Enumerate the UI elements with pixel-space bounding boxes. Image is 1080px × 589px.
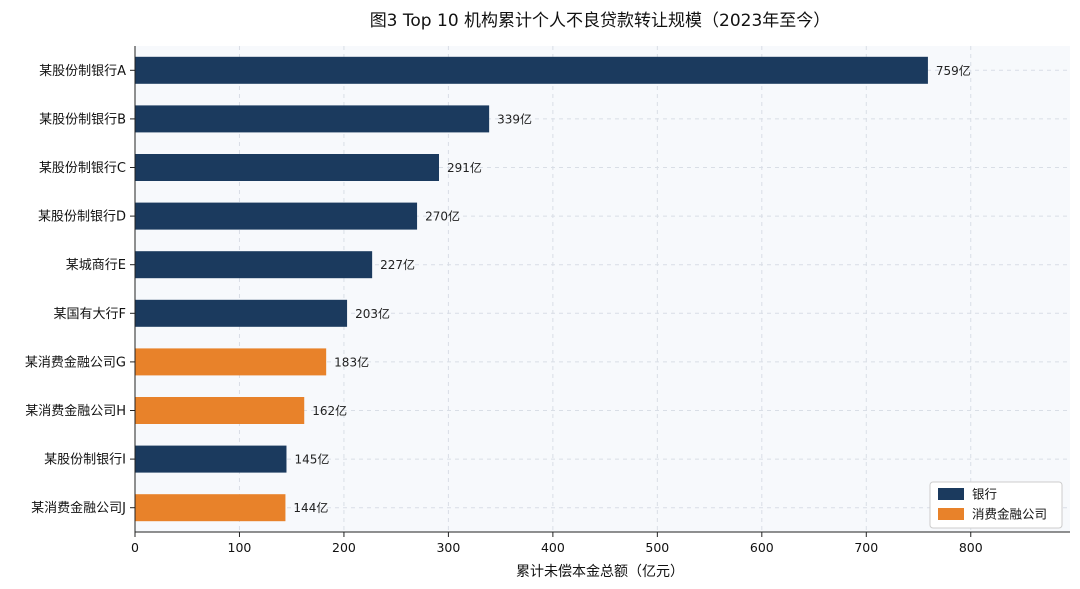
category-label: 某国有大行F — [54, 307, 126, 322]
bar-value-label: 227亿 — [380, 257, 415, 272]
bars — [135, 56, 928, 522]
bar-value-label: 183亿 — [334, 354, 369, 369]
x-tick-label: 800 — [959, 540, 983, 555]
category-label: 某城商行E — [66, 258, 126, 273]
x-tick-label: 400 — [541, 540, 565, 555]
bar — [135, 299, 348, 327]
category-label: 某消费金融公司G — [25, 354, 126, 370]
bar — [135, 202, 418, 230]
category-label: 某消费金融公司H — [25, 403, 126, 419]
chart-title: 图3 Top 10 机构累计个人不良贷款转让规模（2023年至今） — [370, 11, 831, 31]
x-tick-labels: 0 100 200 300 400 500 600 700 800 — [131, 532, 983, 555]
x-tick-label: 500 — [645, 540, 669, 555]
bar-value-labels: 759亿 339亿 291亿 270亿 227亿 203亿 183亿 162亿 145亿 144亿 — [293, 63, 970, 515]
x-tick-label: 600 — [750, 540, 774, 555]
category-label: 某股份制银行B — [39, 112, 126, 127]
bar-value-label: 144亿 — [293, 500, 328, 515]
legend-swatch — [938, 488, 964, 500]
bar — [135, 494, 286, 522]
bar-value-label: 291亿 — [447, 160, 482, 175]
x-axis-title: 累计未偿本金总额（亿元） — [516, 564, 684, 580]
x-tick-label: 200 — [332, 540, 356, 555]
category-labels: 某股份制银行A 某股份制银行B 某股份制银行C 某股份制银行D 某城商行E 某国有大行F 某… — [25, 64, 135, 516]
category-label: 某股份制银行A — [39, 64, 126, 79]
category-label: 某股份制银行I — [44, 453, 126, 468]
bar — [135, 105, 490, 133]
bar — [135, 348, 327, 376]
legend-label: 银行 — [972, 487, 997, 502]
bar-value-label: 162亿 — [312, 403, 347, 418]
bar-value-label: 339亿 — [497, 111, 532, 126]
legend-label: 消费金融公司 — [972, 507, 1047, 522]
bar — [135, 445, 287, 473]
bar — [135, 154, 440, 181]
x-tick-label: 0 — [131, 540, 139, 555]
bar — [135, 56, 928, 84]
bar-value-label: 203亿 — [355, 306, 390, 321]
bar — [135, 251, 373, 279]
category-label: 某消费金融公司J — [31, 500, 126, 516]
x-tick-label: 100 — [228, 540, 252, 555]
x-tick-label: 300 — [436, 540, 460, 555]
x-tick-label: 700 — [854, 540, 878, 555]
legend-swatch — [938, 508, 964, 520]
category-label: 某股份制银行C — [39, 161, 126, 176]
bar-value-label: 270亿 — [425, 209, 460, 224]
category-label: 某股份制银行D — [38, 210, 126, 225]
bar-value-label: 145亿 — [294, 452, 329, 467]
bar — [135, 397, 305, 424]
bar-value-label: 759亿 — [936, 63, 971, 78]
